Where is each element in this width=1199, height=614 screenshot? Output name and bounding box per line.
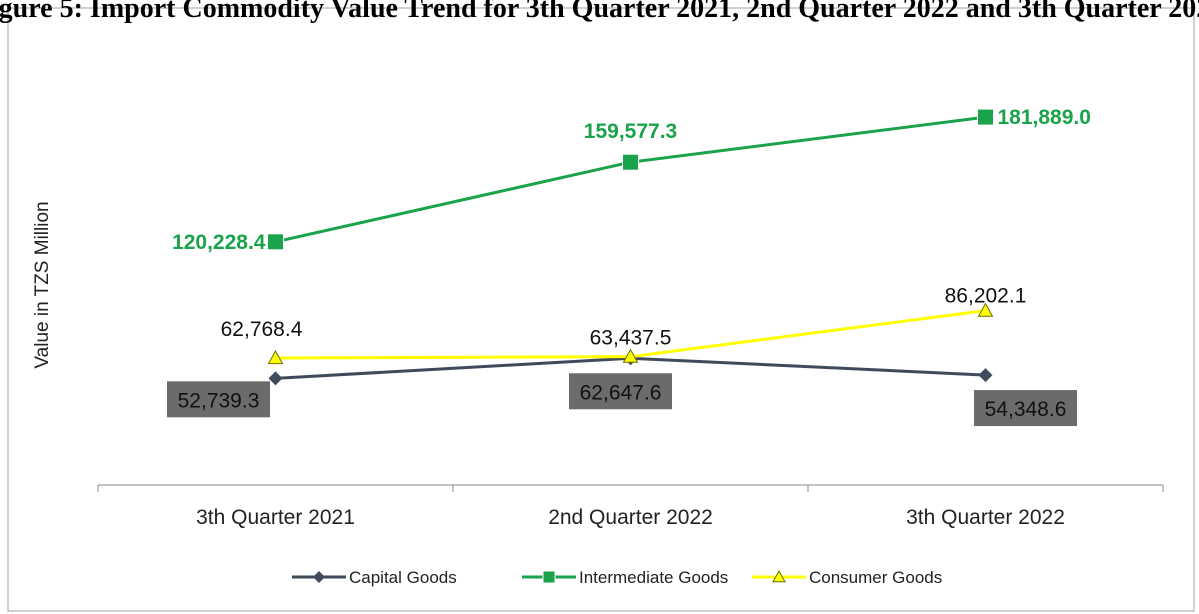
x-tick-label: 3th Quarter 2022 — [906, 506, 1065, 529]
legend-item: Intermediate Goods — [522, 568, 728, 587]
chart-frame — [7, 7, 1195, 612]
data-label: 52,739.3 — [178, 389, 260, 412]
data-label: 159,577.3 — [584, 120, 677, 143]
data-point — [268, 371, 283, 386]
legend-label: Consumer Goods — [809, 568, 942, 587]
data-point — [978, 368, 993, 383]
series-intermediate-goods — [267, 108, 994, 251]
legend: Capital Goods Intermediate Goods Consumer … — [292, 568, 942, 587]
legend-label: Intermediate Goods — [579, 568, 728, 587]
data-point — [267, 233, 284, 251]
legend-marker — [313, 571, 325, 583]
data-label: 62,768.4 — [221, 318, 303, 341]
series-consumer-goods — [267, 302, 994, 365]
data-label: 120,228.4 — [172, 231, 266, 254]
data-label: 86,202.1 — [945, 285, 1027, 308]
x-tick-label: 2nd Quarter 2022 — [548, 506, 713, 529]
legend-item: Capital Goods — [292, 568, 457, 587]
data-point — [977, 302, 994, 317]
data-point — [622, 153, 639, 171]
legend-label: Capital Goods — [349, 568, 457, 587]
y-axis-label: Value in TZS Million — [32, 201, 53, 368]
legend-item: Consumer Goods — [752, 568, 942, 587]
x-axis: 3th Quarter 2021 2nd Quarter 2022 3th Quar… — [97, 484, 1164, 529]
data-label: 54,348.6 — [985, 398, 1067, 421]
data-label-box — [167, 381, 270, 418]
x-tick-label: 3th Quarter 2021 — [196, 506, 355, 529]
legend-marker — [772, 569, 786, 583]
data-point — [977, 108, 994, 126]
data-label: 62,647.6 — [580, 381, 662, 404]
series-layer: 52,739.3 62,647.6 54,348.6 62,768.4 63,437.5… — [167, 106, 1091, 427]
data-label: 181,889.0 — [998, 106, 1091, 129]
data-label: 63,437.5 — [590, 327, 672, 350]
data-label-box — [569, 373, 672, 410]
chart-title: Figure 5: Import Commodity Value Trend f… — [0, 0, 1199, 24]
data-label-box — [974, 390, 1077, 427]
legend-marker — [542, 570, 556, 584]
data-point — [267, 350, 284, 365]
data-point — [622, 348, 639, 363]
